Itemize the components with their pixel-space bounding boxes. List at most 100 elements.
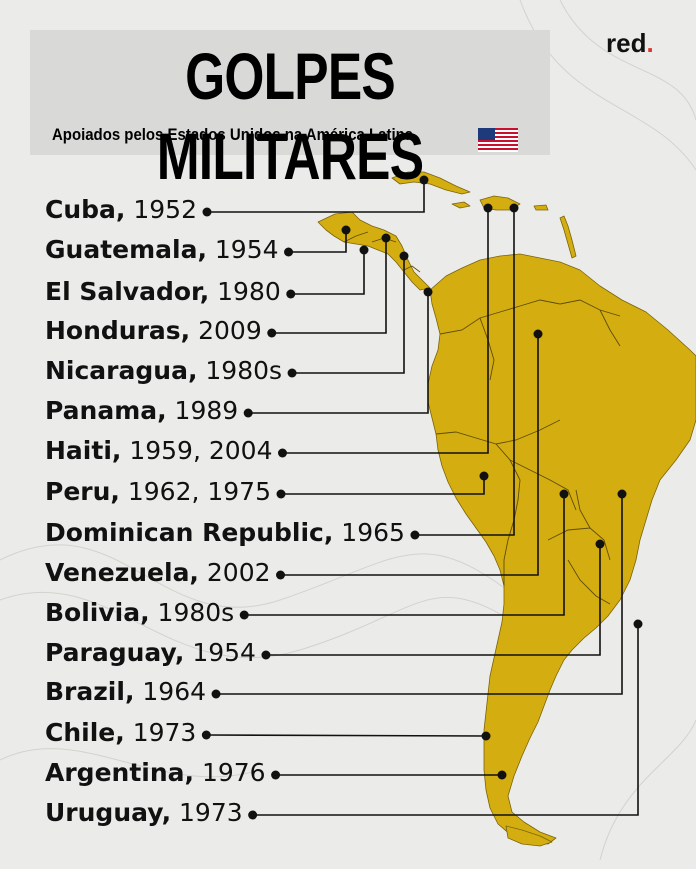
leader-line (248, 619, 643, 820)
country-location-dot (381, 233, 391, 243)
country-location-dot (419, 175, 429, 185)
country-label: Peru, 1962, 1975 (45, 477, 271, 507)
country-location-dot (595, 539, 605, 549)
jamaica-landmass (451, 201, 471, 209)
coup-years: 1954 (206, 235, 279, 264)
country-location-dot (399, 251, 409, 261)
leader-line (201, 730, 491, 741)
country-name: Nicaragua, (45, 356, 198, 385)
label-dot (267, 328, 277, 338)
label-dot (248, 810, 258, 820)
lesser-antilles-landmass (559, 215, 577, 259)
coup-years: 1989 (166, 396, 239, 425)
country-location-dot (559, 489, 569, 499)
label-dot (271, 770, 281, 780)
country-name: Panama, (45, 396, 167, 425)
leader-line (277, 203, 493, 458)
coup-years: 1959, 2004 (121, 436, 273, 465)
label-dot (201, 730, 211, 740)
label-dot (284, 247, 294, 257)
country-location-dot (533, 329, 543, 339)
coup-years: 1980s (197, 356, 283, 385)
label-dot (243, 408, 253, 418)
country-name: Peru, (45, 477, 120, 506)
country-location-dot (359, 245, 369, 255)
label-dot (286, 289, 296, 299)
coup-years: 1962, 1975 (119, 477, 271, 506)
country-label: Bolivia, 1980s (45, 598, 234, 628)
country-name: Honduras, (45, 316, 191, 345)
central-america-landmass (317, 211, 431, 291)
title-box: GOLPES MILITARES Apoiados pelos Estados … (30, 30, 550, 193)
country-location-dot (479, 471, 489, 481)
label-dot (202, 207, 212, 217)
country-name: Venezuela, (45, 558, 199, 587)
coup-years: 1976 (194, 758, 266, 787)
country-name: Argentina, (45, 758, 195, 787)
country-name: Haiti, (45, 436, 122, 465)
cuba-landmass (391, 171, 471, 195)
country-name: Chile, (45, 718, 125, 747)
coup-years: 1954 (184, 638, 256, 667)
leader-line (261, 539, 605, 660)
country-label: Dominican Republic, 1965 (45, 518, 405, 548)
leader-line (276, 329, 543, 580)
country-label: Uruguay, 1973 (45, 798, 243, 828)
country-label: Haiti, 1959, 2004 (45, 436, 272, 466)
label-dot (276, 489, 286, 499)
country-name: Cuba, (45, 195, 126, 224)
country-label: Honduras, 2009 (45, 316, 262, 346)
country-name: Bolivia, (45, 598, 150, 627)
coup-years: 1973 (171, 798, 243, 827)
country-borders (343, 231, 621, 605)
puerto-rico-landmass (533, 204, 549, 211)
coup-years: 1980s (149, 598, 235, 627)
leader-line (239, 489, 569, 620)
country-label: Panama, 1989 (45, 396, 238, 426)
leader-line (410, 203, 519, 540)
label-dot (239, 610, 249, 620)
leader-line (286, 245, 369, 299)
country-label: Cuba, 1952 (45, 195, 197, 225)
coup-years: 1973 (124, 718, 197, 747)
coup-years: 1980 (209, 277, 281, 306)
country-name: Paraguay, (45, 638, 185, 667)
label-dot (211, 689, 221, 699)
leader-line (271, 770, 507, 780)
country-label: El Salvador, 1980 (45, 277, 281, 307)
country-label: Guatemala, 1954 (45, 235, 279, 265)
page-subtitle: Apoiados pelos Estados Unidos na América… (52, 125, 414, 144)
country-name: Uruguay, (45, 798, 172, 827)
country-label: Argentina, 1976 (45, 758, 266, 788)
country-location-dot (341, 225, 351, 235)
leader-line (276, 471, 489, 499)
south-america-landmass (427, 253, 696, 845)
leader-line (284, 225, 351, 257)
label-dot (276, 570, 286, 580)
country-location-dot (617, 489, 627, 499)
country-name: Guatemala, (45, 235, 207, 264)
country-name: El Salvador, (45, 277, 210, 306)
leader-line (267, 233, 391, 338)
country-name: Dominican Republic, (45, 518, 334, 547)
country-location-dot (423, 287, 433, 297)
leader-line (202, 175, 429, 217)
coup-years: 1965 (333, 518, 405, 547)
country-label: Venezuela, 2002 (45, 558, 271, 588)
page-title: GOLPES MILITARES (156, 39, 424, 193)
country-label: Chile, 1973 (45, 718, 196, 748)
label-dot (410, 530, 420, 540)
coup-years: 1964 (134, 677, 207, 706)
country-location-dot (509, 203, 519, 213)
usa-flag-icon (478, 128, 518, 152)
country-location-dot (481, 731, 491, 741)
country-location-dot (633, 619, 643, 629)
coup-years: 2009 (190, 316, 262, 345)
country-location-dot (497, 770, 507, 780)
brand-logo: red. (606, 28, 654, 58)
label-dot (287, 368, 297, 378)
leader-line (211, 489, 627, 699)
country-name: Brazil, (45, 677, 135, 706)
coup-years: 2002 (198, 558, 271, 587)
